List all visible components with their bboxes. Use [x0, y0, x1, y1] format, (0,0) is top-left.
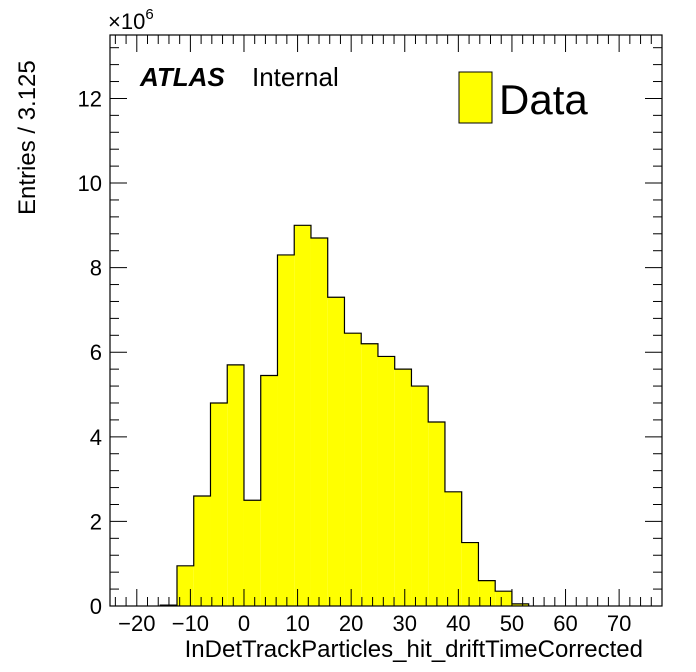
y-tick-label: 12 [78, 86, 102, 111]
plot-frame [109, 34, 663, 607]
histogram-bin [310, 238, 328, 606]
x-tick-label: 30 [393, 611, 417, 636]
histogram-bin [461, 542, 479, 606]
histogram-bin [176, 565, 194, 606]
axis-ticks [110, 35, 663, 607]
histogram-bin [428, 422, 445, 606]
histogram-bin [193, 496, 211, 606]
y-axis-title: Entries / 3.125 [14, 60, 41, 215]
histogram-bin [361, 343, 378, 606]
histogram-bin [243, 500, 261, 606]
x-tick-label: 70 [607, 611, 631, 636]
x-tick-label: 60 [553, 611, 577, 636]
histogram-bin [394, 369, 412, 606]
histogram-bin [277, 254, 295, 606]
histogram-bin [260, 375, 278, 606]
y-tick-label: 4 [90, 425, 102, 450]
internal-label: Internal [252, 62, 339, 92]
histogram-outline [159, 224, 530, 606]
histogram-bin [210, 402, 228, 606]
atlas-label: ATLAS [139, 62, 225, 92]
legend: Data [458, 71, 588, 124]
x-tick-label: −20 [118, 611, 155, 636]
histogram-bin [444, 491, 462, 606]
histogram-bars [160, 225, 529, 607]
y-tick-label: 8 [90, 256, 102, 281]
histogram-bin [227, 364, 244, 606]
histogram-bin [377, 356, 395, 606]
y-multiplier-base: ×10 [108, 9, 145, 34]
x-axis-title: InDetTrackParticles_hit_driftTimeCorrect… [185, 636, 643, 663]
histogram-bin [478, 580, 496, 606]
y-tick-label: 2 [90, 509, 102, 534]
x-tick-labels: −20 −10 0 10 20 30 40 50 60 70 [118, 611, 631, 636]
x-tick-label: 40 [446, 611, 470, 636]
histogram-bin [411, 386, 429, 606]
y-tick-label: 0 [90, 594, 102, 619]
x-tick-label: 50 [500, 611, 524, 636]
x-tick-label: −10 [172, 611, 209, 636]
histogram-bin [495, 591, 512, 606]
y-tick-label: 6 [90, 340, 102, 365]
legend-label-data: Data [499, 76, 588, 123]
y-multiplier: ×106 [108, 6, 154, 34]
y-tick-label: 10 [78, 171, 102, 196]
legend-swatch [458, 71, 493, 124]
x-tick-label: 0 [238, 611, 250, 636]
y-multiplier-exponent: 6 [145, 6, 153, 23]
histogram-bin [344, 333, 362, 606]
y-tick-labels: 0 2 4 6 8 10 12 [78, 86, 102, 619]
x-tick-label: 10 [285, 611, 309, 636]
x-tick-label: 20 [339, 611, 363, 636]
histogram-bin [327, 297, 345, 606]
histogram-bin [294, 225, 311, 607]
histogram-bin [511, 603, 529, 606]
